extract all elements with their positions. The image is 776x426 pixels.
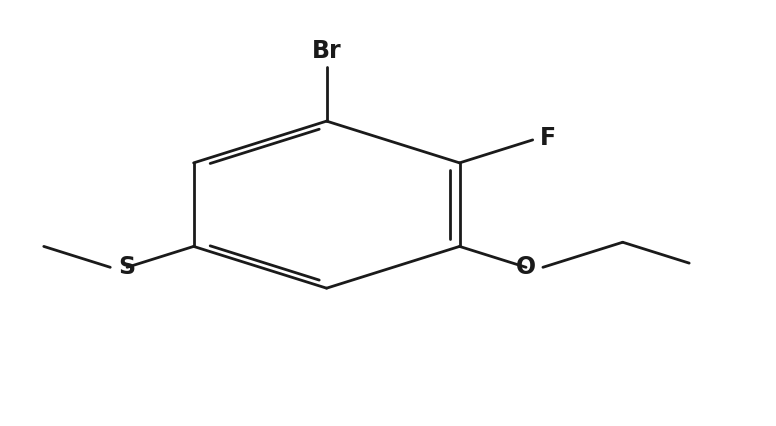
Text: S: S [119,255,136,279]
Text: O: O [516,255,536,279]
Text: F: F [540,126,556,150]
Text: Br: Br [312,40,341,63]
